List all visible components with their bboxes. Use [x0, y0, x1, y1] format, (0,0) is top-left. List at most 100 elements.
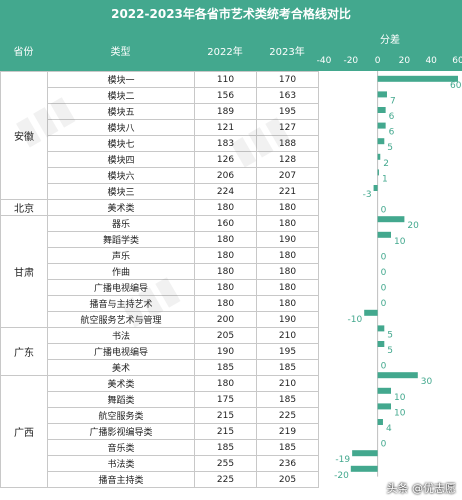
diff-bar	[377, 169, 379, 176]
table-row: 广播影视编导类 215 219	[1, 423, 319, 440]
table-row: 模块三 224 221	[1, 183, 319, 200]
category-cell: 器乐	[47, 215, 195, 232]
diff-value-label: -20	[334, 471, 349, 481]
diff-bar	[350, 465, 378, 472]
score-2023-cell: 236	[256, 455, 319, 472]
diff-value-label: 0	[381, 362, 387, 372]
table-row: 音乐类 185 185	[1, 439, 319, 456]
diff-bar	[377, 216, 405, 223]
diff-axis-tick-label: 0	[374, 56, 381, 66]
score-2022-cell: 255	[194, 455, 257, 472]
score-2022-cell: 224	[194, 183, 257, 200]
score-2022-cell: 121	[194, 119, 257, 136]
diff-value-label: 0	[381, 284, 387, 294]
score-2022-cell: 110	[194, 71, 257, 88]
category-cell: 模块六	[47, 167, 195, 184]
score-2023-cell: 221	[256, 183, 319, 200]
diff-axis-tick-label: 60	[452, 56, 462, 66]
score-2022-cell: 180	[194, 231, 257, 248]
score-2023-cell: 185	[256, 391, 319, 408]
category-cell: 播音主持类	[47, 471, 195, 488]
score-2023-cell: 190	[256, 311, 319, 328]
category-cell: 模块一	[47, 71, 195, 88]
score-2022-cell: 175	[194, 391, 257, 408]
category-cell: 美术	[47, 359, 195, 376]
score-2022-cell: 215	[194, 423, 257, 440]
diff-value-label: 5	[387, 143, 393, 153]
diff-bar	[373, 185, 378, 191]
diff-value-label: 0	[381, 440, 387, 450]
table-row: 模块八 121 127	[1, 119, 319, 136]
score-2022-cell: 180	[194, 295, 257, 312]
diff-bar	[352, 450, 378, 457]
score-2023-cell: 185	[256, 439, 319, 456]
diff-bar	[377, 122, 386, 129]
score-2022-cell: 215	[194, 407, 257, 424]
diff-bar	[377, 153, 381, 160]
category-cell: 广播电视编导	[47, 279, 195, 296]
score-2023-cell: 180	[256, 263, 319, 280]
diff-bar	[377, 387, 391, 394]
score-2023-cell: 127	[256, 119, 319, 136]
table-row: 书法类 255 236	[1, 455, 319, 472]
table-row: 声乐 180 180	[1, 247, 319, 264]
category-cell: 美术类	[47, 199, 195, 216]
score-2022-cell: 160	[194, 215, 257, 232]
diff-axis-tick-label: 40	[425, 56, 437, 66]
diff-value-label: 0	[381, 268, 387, 278]
score-2022-cell: 180	[194, 199, 257, 216]
diff-axis-tick-label: 20	[398, 56, 411, 66]
score-2023-cell: 170	[256, 71, 319, 88]
table-row: 作曲 180 180	[1, 263, 319, 280]
diff-bar	[377, 231, 391, 238]
category-cell: 模块七	[47, 135, 195, 152]
score-2023-cell: 195	[256, 343, 319, 360]
score-2023-cell: 205	[256, 471, 319, 488]
table-row: 广东 书法 205 210	[0, 327, 319, 376]
score-2023-cell: 128	[256, 151, 319, 168]
diff-value-label: 6	[389, 128, 395, 138]
diff-value-label: 5	[387, 346, 393, 356]
diff-bar	[377, 341, 385, 347]
diff-bar	[377, 403, 391, 410]
score-2023-cell: 163	[256, 87, 319, 104]
province-cell: 北京	[0, 199, 48, 216]
table-row: 模块七 183 188	[1, 135, 319, 152]
header-diff-panel	[318, 29, 462, 71]
score-2023-cell: 180	[256, 295, 319, 312]
table-row: 广播电视编导 180 180	[1, 279, 319, 296]
category-cell: 书法类	[47, 455, 195, 472]
table-row: 甘肃 器乐 160 180	[0, 215, 319, 328]
score-2022-cell: 205	[194, 327, 257, 344]
category-cell: 模块八	[47, 119, 195, 136]
diff-bar	[377, 75, 458, 82]
source-credit: 头条 @优志愿	[386, 482, 457, 495]
diff-value-label: -3	[363, 190, 372, 200]
diff-bar	[377, 419, 383, 425]
score-2023-cell: 180	[256, 247, 319, 264]
province-cell: 广西	[0, 375, 48, 488]
diff-value-label: 0	[381, 299, 387, 309]
chart-title: 2022-2023年各省市艺术类统考合格线对比	[0, 0, 462, 29]
score-2022-cell: 180	[194, 247, 257, 264]
diff-value-label: 60	[450, 81, 462, 91]
diff-value-label: 6	[389, 112, 395, 122]
score-2023-cell: 180	[256, 279, 319, 296]
score-2022-cell: 183	[194, 135, 257, 152]
score-2022-cell: 190	[194, 343, 257, 360]
diff-bar	[364, 309, 378, 316]
province-cell: 广东	[0, 327, 48, 376]
diff-value-label: 7	[390, 96, 396, 106]
diff-bar	[377, 372, 418, 379]
diff-value-label: 10	[394, 408, 406, 418]
diff-value-label: 1	[382, 174, 388, 184]
diff-value-label: 20	[407, 221, 419, 231]
table-row: 美术 185 185	[1, 359, 319, 376]
category-cell: 音乐类	[47, 439, 195, 456]
score-2023-cell: 225	[256, 407, 319, 424]
score-2023-cell: 188	[256, 135, 319, 152]
header-province: 省份	[0, 29, 47, 71]
score-2023-cell: 210	[256, 375, 319, 392]
score-2022-cell: 185	[194, 359, 257, 376]
category-cell: 广播影视编导类	[47, 423, 195, 440]
